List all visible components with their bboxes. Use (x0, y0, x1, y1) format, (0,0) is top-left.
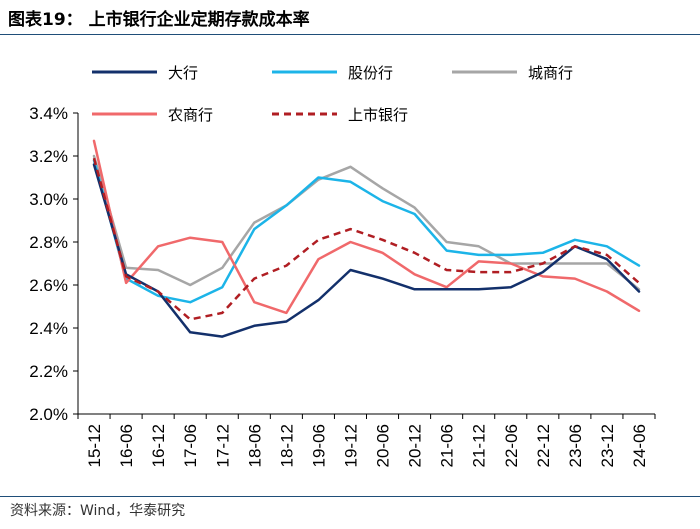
chart-title: 图表19： 上市银行企业定期存款成本率 (8, 10, 310, 30)
y-tick-label: 2.0% (29, 405, 68, 424)
y-tick-label: 2.2% (29, 362, 68, 381)
y-tick-label: 2.4% (29, 319, 68, 338)
line-chart: 2.0% 2.2% 2.4% 2.6% 2.8% 3.0% 3.2% 3.4% 15-12 16… (29, 64, 656, 467)
x-tick-label: 16-06 (117, 424, 136, 467)
x-tick-label: 21-06 (438, 424, 457, 467)
legend-label-2: 股份行 (348, 64, 393, 82)
series-line-5 (92, 157, 640, 321)
title-divider (0, 34, 700, 35)
x-tick-label: 19-06 (309, 424, 328, 467)
x-tick-label: 23-06 (566, 424, 585, 467)
x-tick-label: 18-06 (245, 424, 264, 467)
x-axis-ticks: 15-12 16-06 16-12 17-06 17-12 18-06 18-12 19-06… (77, 414, 656, 467)
y-tick-label: 2.6% (29, 276, 68, 295)
legend-label-3: 城商行 (528, 64, 573, 82)
x-tick-label: 20-12 (406, 424, 425, 467)
y-tick-label: 2.8% (29, 233, 68, 252)
legend-label-5: 上市银行 (348, 106, 408, 124)
y-tick-label: 3.0% (29, 190, 68, 209)
x-tick-label: 18-12 (277, 424, 296, 467)
chart-series (92, 139, 641, 338)
x-tick-label: 23-12 (598, 424, 617, 467)
x-tick-label: 22-12 (534, 424, 553, 467)
x-tick-label: 20-06 (374, 424, 393, 467)
series-line-1 (92, 163, 641, 338)
y-tick-label: 3.2% (29, 147, 68, 166)
x-tick-label: 24-06 (630, 424, 649, 467)
x-tick-label: 19-12 (341, 424, 360, 467)
series-line-4 (92, 139, 641, 315)
x-tick-label: 17-06 (181, 424, 200, 467)
x-tick-label: 22-06 (502, 424, 521, 467)
source-note: 资料来源：Wind，华泰研究 (10, 503, 186, 519)
legend-label-4: 农商行 (168, 106, 213, 124)
y-axis-ticks: 2.0% 2.2% 2.4% 2.6% 2.8% 3.0% 3.2% 3.4% (29, 104, 78, 424)
x-tick-label: 17-12 (213, 424, 232, 467)
x-tick-label: 21-12 (470, 424, 489, 467)
series-line-2 (92, 159, 641, 304)
footer-divider (0, 496, 700, 497)
series-line-3 (92, 154, 641, 291)
legend-label-1: 大行 (168, 64, 198, 82)
y-tick-label: 3.4% (29, 104, 68, 123)
x-tick-label: 16-12 (149, 424, 168, 467)
x-tick-label: 15-12 (85, 424, 104, 467)
